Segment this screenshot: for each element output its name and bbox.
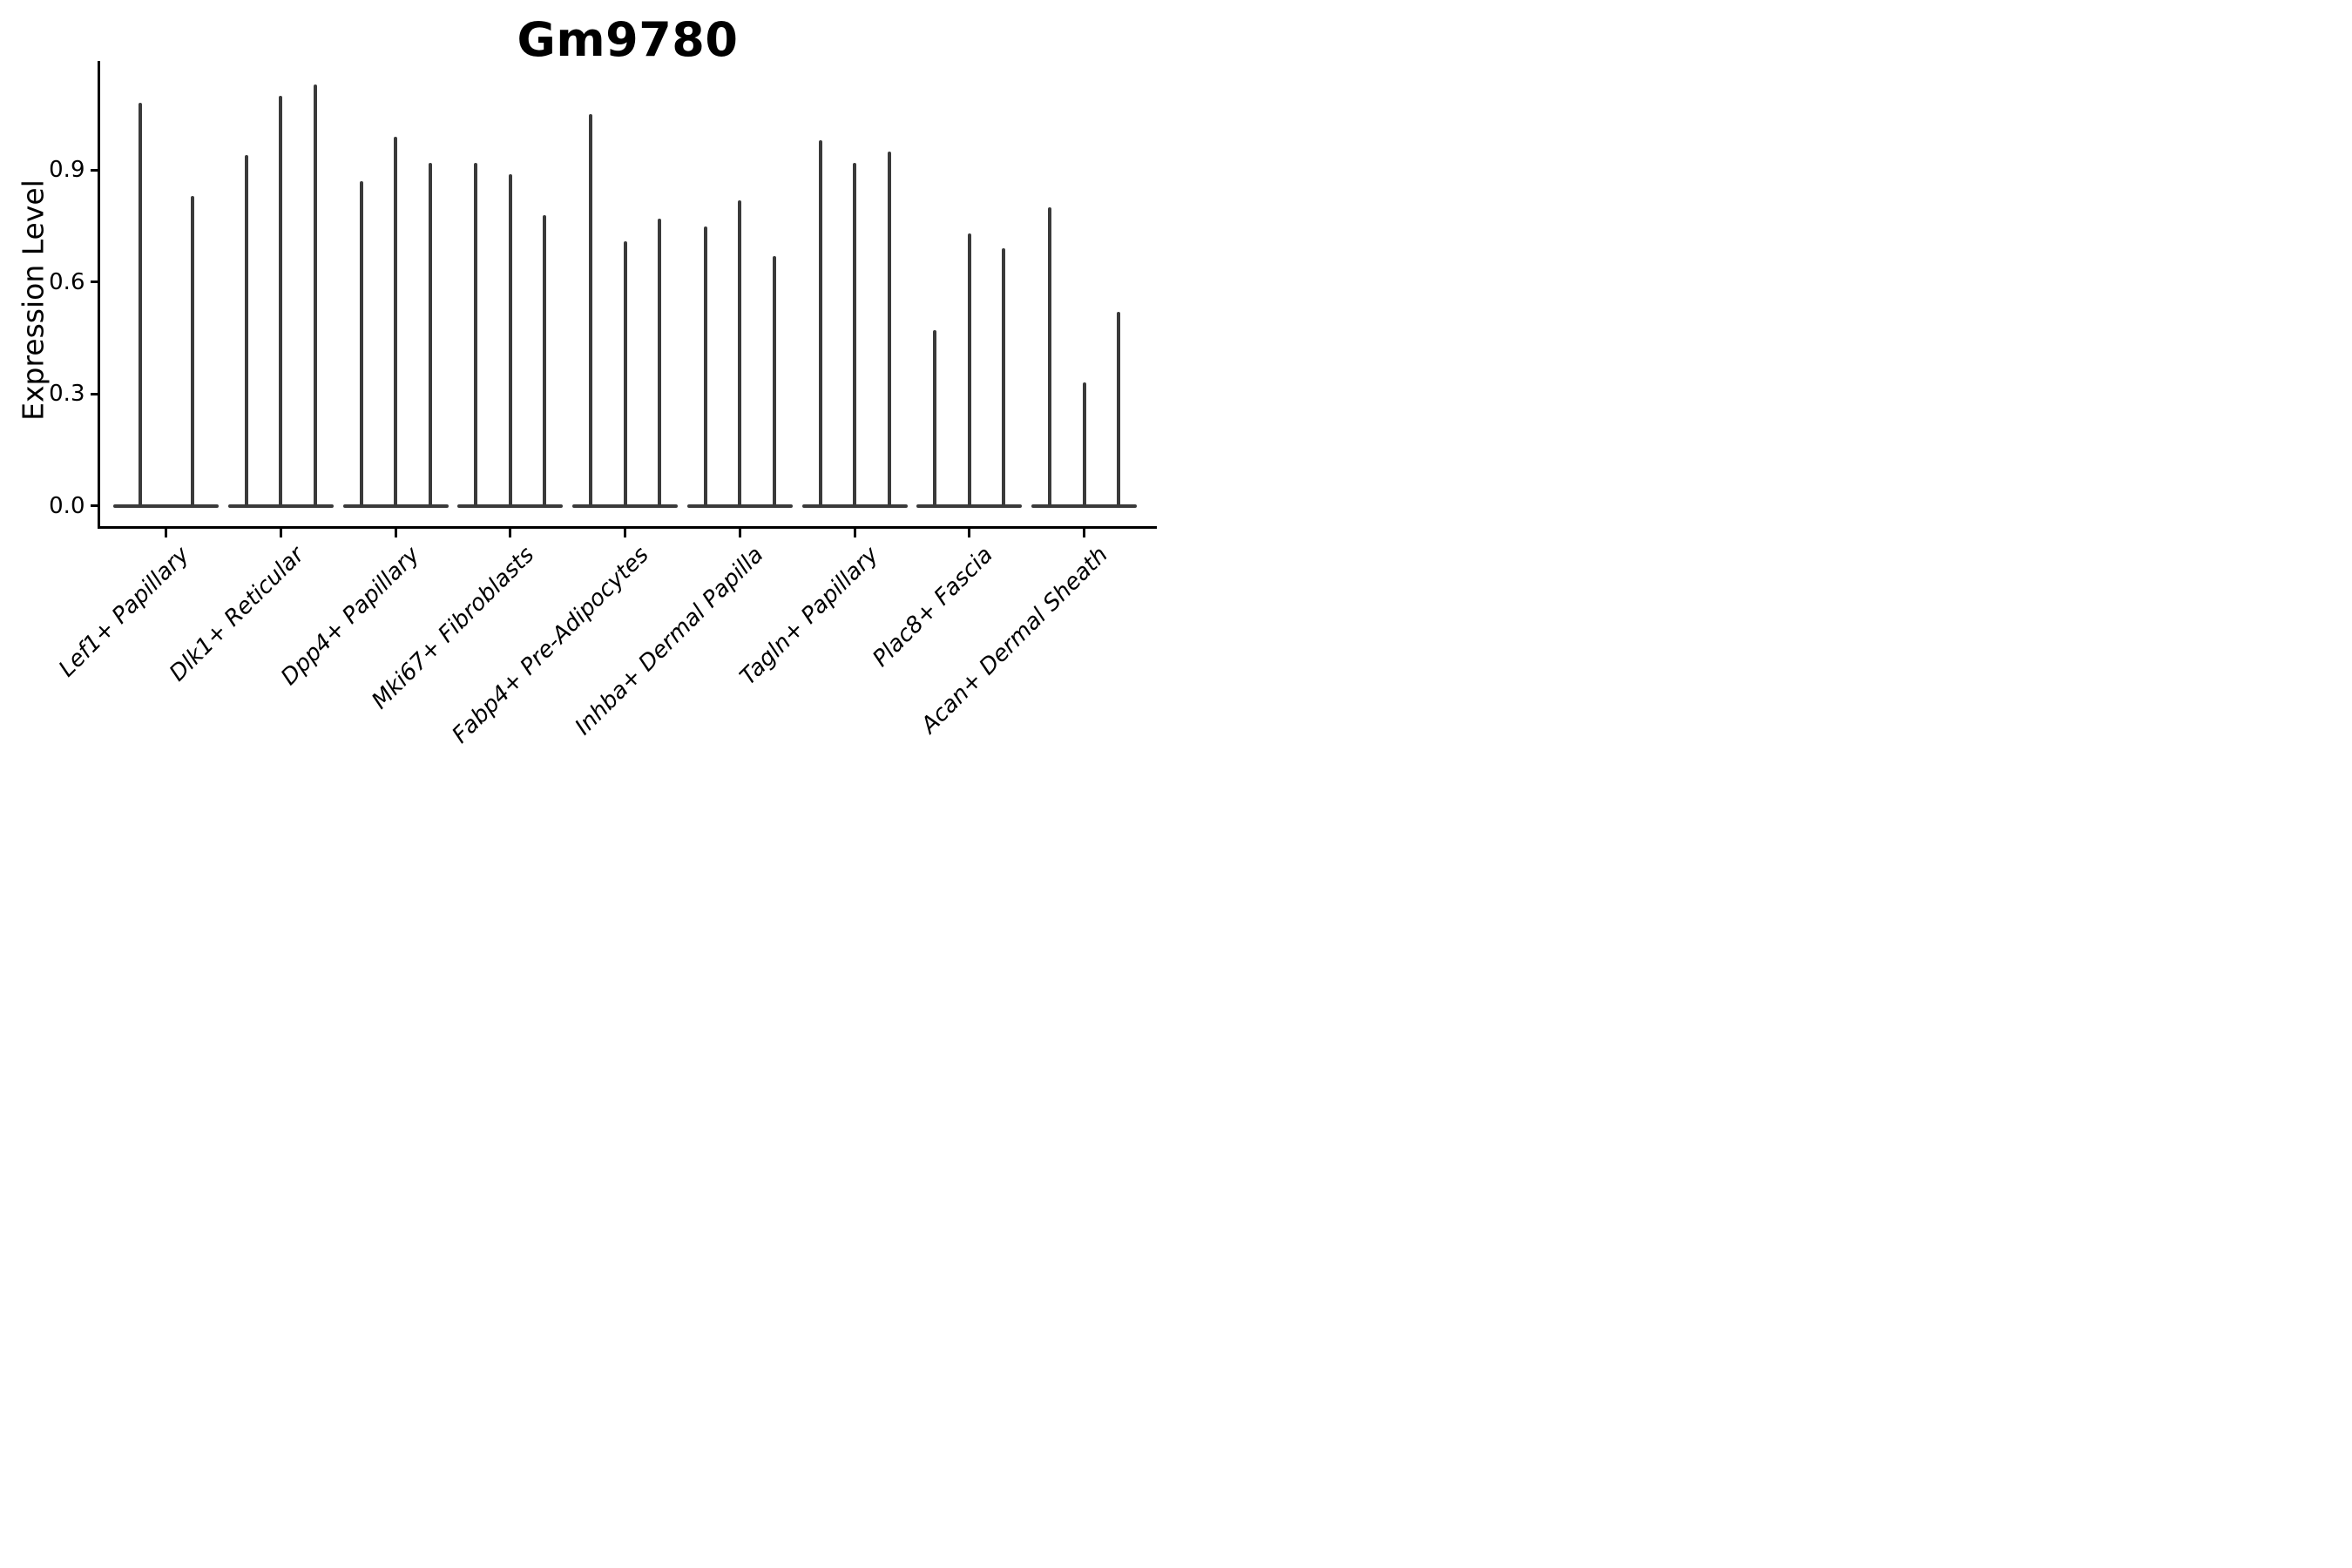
violin-spike [589, 114, 592, 508]
x-tick-mark [738, 529, 741, 537]
x-tick-mark [165, 529, 167, 537]
violin-base [113, 504, 219, 508]
violin-spike [190, 196, 194, 508]
violin-spike [772, 255, 776, 508]
violin-spike [703, 226, 707, 508]
violin-spike [967, 233, 971, 508]
violin-spike [818, 140, 822, 508]
x-tick-label: Fabp4+ Pre-Adipocytes [447, 542, 654, 749]
violin-spike [428, 162, 432, 508]
violin-spike [1117, 312, 1120, 508]
violin-spike [474, 162, 478, 508]
x-tick-mark [394, 529, 397, 537]
x-tick-mark [853, 529, 856, 537]
y-tick-label: 0.9 [49, 157, 85, 184]
violin-spike [279, 95, 283, 508]
x-tick-label: Plac8+ Fascia [868, 542, 998, 672]
y-tick-label: 0.3 [49, 381, 85, 408]
violin-spike [1002, 248, 1006, 508]
y-tick-label: 0.0 [49, 492, 85, 519]
y-tick-mark [90, 504, 98, 507]
violin-spike [138, 103, 142, 508]
x-axis-spine [98, 526, 1157, 529]
violin-spike [359, 181, 363, 508]
x-tick-mark [968, 529, 971, 537]
violin-spike [543, 214, 547, 508]
violin-spike [508, 173, 512, 508]
chart-title: Gm9780 [517, 12, 739, 67]
violin-spike [313, 84, 317, 508]
violin-spike [853, 162, 856, 508]
violin-spike [887, 152, 891, 508]
violin-spike [623, 240, 627, 508]
violin-spike [738, 199, 742, 508]
x-tick-label: Inhba+ Dermal Papilla [570, 542, 769, 740]
x-tick-label: Acan+ Dermal Sheath [916, 542, 1113, 739]
violin-spike [658, 219, 661, 508]
violin-spike [244, 155, 248, 508]
violin-plot-figure: Gm9780 Expression Level 0.0 0.3 0.6 0.9 Lef… [0, 0, 1176, 784]
x-tick-mark [279, 529, 282, 537]
y-tick-mark [90, 168, 98, 172]
y-tick-label: 0.6 [49, 268, 85, 295]
violin-spike [1082, 382, 1086, 508]
y-axis-spine [98, 61, 100, 529]
violin-spike [394, 136, 397, 508]
violin-spike [933, 330, 937, 508]
x-tick-mark [509, 529, 512, 537]
y-tick-mark [90, 392, 98, 395]
x-tick-mark [1083, 529, 1085, 537]
x-tick-mark [624, 529, 626, 537]
y-tick-mark [90, 280, 98, 284]
violin-spike [1048, 207, 1051, 508]
